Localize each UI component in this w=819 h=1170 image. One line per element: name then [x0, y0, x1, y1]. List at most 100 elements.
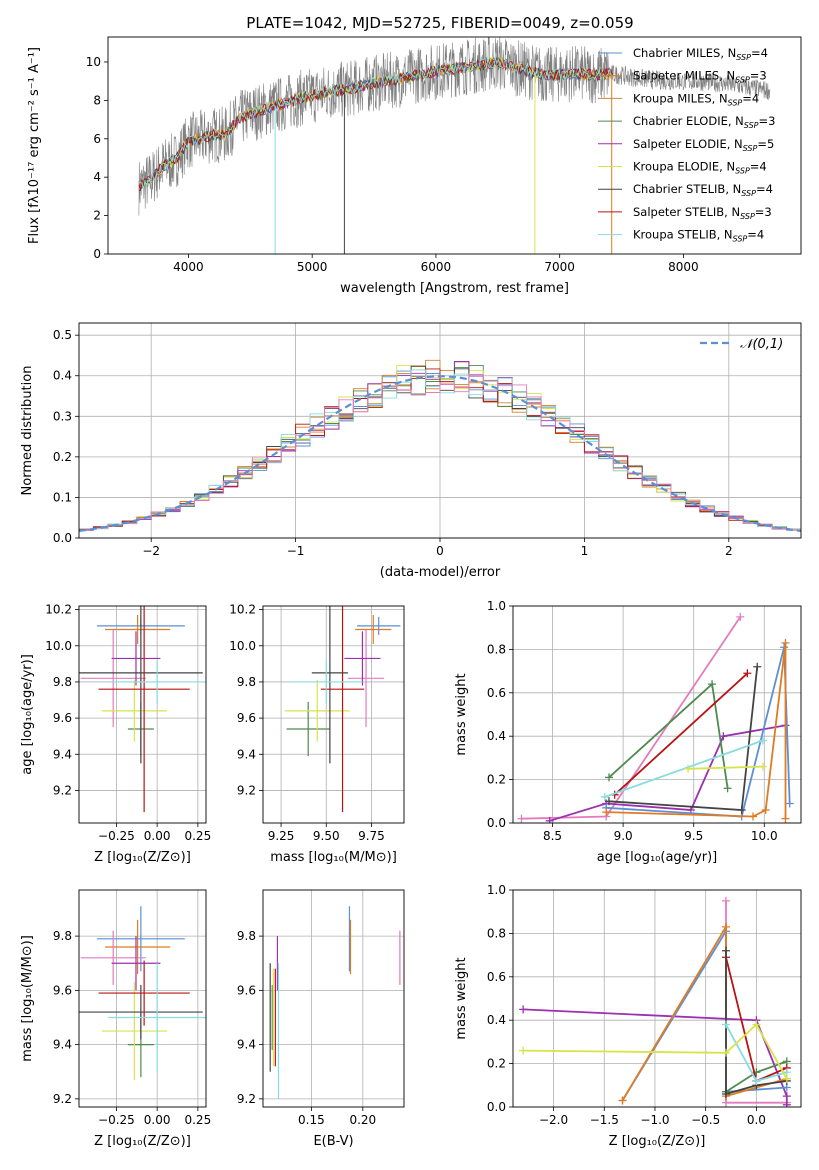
- x-tick-label: 0.25: [184, 829, 211, 843]
- mass-weight-marker: [782, 1074, 791, 1083]
- x-tick-label: 9.0: [614, 829, 633, 843]
- spectrum-data-line: [138, 37, 771, 216]
- x-tick-label: 9.75: [358, 829, 385, 843]
- ticks: 0.15 0.20 9.2 9.4 9.6 9.8: [237, 929, 376, 1127]
- mass-weight-marker: [684, 764, 693, 773]
- grid: [263, 890, 404, 1107]
- y-tick-label: 9.4: [53, 1038, 72, 1052]
- y-tick-label: 0.0: [487, 1100, 506, 1114]
- legend-label: Salpeter ELODIE, NSSP=5: [633, 137, 774, 153]
- mass-weight-marker: [721, 1089, 730, 1098]
- grid: [263, 606, 404, 823]
- plot-area: [79, 359, 801, 533]
- legend-label: Chabrier STELIB, NSSP=4: [633, 182, 773, 198]
- y-tick-label: 10.0: [45, 639, 72, 653]
- y-tick-label: 0.6: [487, 686, 506, 700]
- mass-weight-marker: [721, 946, 730, 955]
- x-tick-label: −0.25: [98, 829, 135, 843]
- legend-label-count: =3: [759, 114, 776, 128]
- y-tick-label: 9.2: [237, 1092, 256, 1106]
- x-tick-label: −2: [142, 544, 160, 558]
- y-axis-label: mass weight: [454, 957, 469, 1039]
- mass-weight-marker: [721, 922, 730, 931]
- y-tick-label: 9.2: [237, 783, 256, 797]
- chart-mass-vs-Z: −0.25 0.00 0.25 9.2 9.4 9.6 9.8 Z [log₁₀(Z/Z⊙)]…: [20, 889, 211, 1149]
- mass-weight-marker: [758, 762, 767, 771]
- legend-label-subscript: SSP: [733, 235, 748, 244]
- y-tick-label: 0.0: [487, 816, 506, 830]
- x-tick-label: 0.00: [144, 829, 171, 843]
- y-tick-label: 0.4: [53, 369, 72, 383]
- x-tick-label: 5000: [297, 260, 328, 274]
- plot-area: [138, 37, 771, 254]
- y-tick-label: 9.6: [237, 711, 256, 725]
- x-axis-label: wavelength [Angstrom, rest frame]: [340, 281, 569, 296]
- x-axis-label: mass [log₁₀(M/M⊙)]: [270, 850, 397, 865]
- grid: [513, 889, 801, 1108]
- x-axis-label: (data-model)/error: [380, 565, 501, 580]
- plot-area: [79, 606, 206, 813]
- y-tick-label: 0: [93, 247, 101, 261]
- mass-weight-marker: [743, 669, 752, 678]
- x-axis-label: age [log₁₀(age/yr)]: [597, 850, 718, 865]
- plot-area: [269, 906, 401, 1099]
- mass-weight-line: [688, 765, 763, 770]
- legend-label-text: Salpeter STELIB, N: [633, 205, 740, 219]
- mass-weight-line: [608, 666, 759, 811]
- x-tick-label: 2: [725, 544, 733, 558]
- x-axis-label: Z [log₁₀(Z/Z⊙)]: [609, 1134, 706, 1149]
- y-tick-label: 2: [93, 209, 101, 223]
- chart-spectrum: 4000 5000 6000 7000 8000 0 2 4 6 8 10 wavelength [A…: [27, 36, 802, 296]
- mass-weight-marker: [781, 814, 790, 823]
- legend-label-count: =4: [750, 160, 767, 174]
- mass-weight-marker: [605, 797, 613, 806]
- x-axis-label: Z [log₁₀(Z/Z⊙)]: [94, 850, 191, 865]
- mass-weight-line: [604, 739, 764, 798]
- x-tick-label: 0.20: [349, 1113, 376, 1127]
- plot-area: [284, 606, 401, 813]
- grid: [79, 606, 206, 823]
- mass-weight-marker: [753, 662, 762, 671]
- grid: [513, 605, 801, 824]
- mass-weight-marker: [708, 680, 717, 689]
- legend-label-count: =3: [750, 69, 767, 83]
- legend-label-subscript: SSP: [735, 76, 750, 85]
- ticks: 4000 5000 6000 7000 8000 0 2 4 6 8 10: [86, 55, 699, 274]
- legend-label-subscript: SSP: [736, 53, 751, 62]
- legend-label-text: Chabrier MILES, N: [633, 46, 736, 60]
- axes-frame: [262, 605, 405, 824]
- legend-label-count: =4: [747, 228, 764, 242]
- model-line: [138, 57, 613, 190]
- mass-weight-marker: [600, 792, 609, 801]
- y-tick-label: 4: [93, 170, 101, 184]
- y-tick-label: 9.2: [53, 1092, 72, 1106]
- x-tick-label: −2.0: [539, 1113, 568, 1127]
- legend-label: 𝒩(0,1): [740, 337, 783, 352]
- y-tick-label: 9.2: [53, 783, 72, 797]
- y-axis-label: mass [log₁₀(M/M⊙)]: [20, 935, 35, 1062]
- y-tick-label: 9.6: [53, 983, 72, 997]
- plot-area: [519, 896, 791, 1107]
- legend-label-subscript: SSP: [741, 189, 756, 198]
- ticks: 8.5 9.0 9.5 10.0 0.0 0.2 0.4 0.6 0.8 1.0: [487, 599, 778, 843]
- y-tick-label: 0.0: [53, 531, 72, 545]
- mass-weight-marker: [517, 814, 526, 823]
- y-axis-label: Normed distribution: [20, 366, 35, 496]
- legend-label: Kroupa ELODIE, NSSP=4: [633, 160, 767, 176]
- legend-label-subscript: SSP: [744, 121, 759, 130]
- y-tick-label: 10: [86, 55, 101, 69]
- y-tick-label: 9.8: [237, 929, 256, 943]
- mass-weight-marker: [519, 1046, 528, 1055]
- legend-label-subscript: SSP: [735, 167, 750, 176]
- axes-frame: [262, 889, 405, 1108]
- x-tick-label: −0.5: [691, 1113, 720, 1127]
- ticks: −0.25 0.00 0.25 9.2 9.4 9.6 9.8 10.0 10.2: [45, 603, 211, 843]
- grid: [79, 890, 206, 1107]
- model-line: [138, 57, 613, 190]
- y-tick-label: 0.4: [487, 729, 506, 743]
- y-tick-label: 0.1: [53, 490, 72, 504]
- x-axis-label: E(B-V): [313, 1134, 353, 1149]
